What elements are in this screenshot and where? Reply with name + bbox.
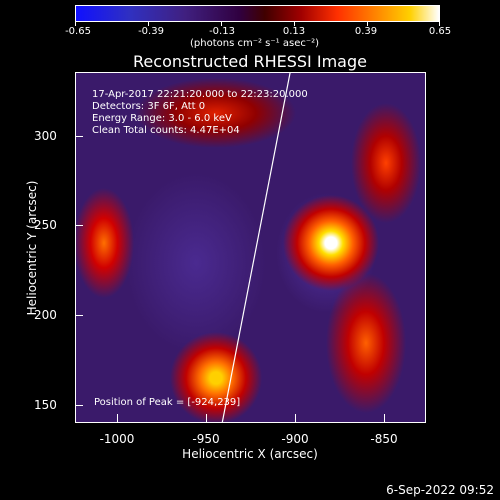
y-tick-label: 250 [34,218,57,232]
x-tick [384,414,385,422]
x-tick-label: -850 [370,432,398,446]
colorbar-tick-mark [294,22,295,26]
x-tick-label: -950 [192,432,220,446]
clean-counts-text: Clean Total counts: 4.47E+04 [92,125,240,136]
colorbar-tick-label: 0.39 [354,26,378,37]
peak-position-text: Position of Peak = [-924,239] [94,397,241,408]
y-tick-label: 300 [34,129,57,143]
colorbar-units: (photons cm⁻² s⁻¹ asec⁻²) [190,38,320,49]
detectors-text: Detectors: 3F 6F, Att 0 [92,101,206,112]
colorbar [75,5,440,22]
rhessi-image: 17-Apr-2017 22:21:20.000 to 22:23:20.000… [75,72,426,423]
y-axis-label: Heliocentric Y (arcsec) [25,180,39,316]
colorbar-tick-mark [75,22,76,26]
limb-line [221,73,291,422]
y-tick [75,405,83,406]
colorbar-tick-mark [221,22,222,26]
colorbar-tick-label: -0.65 [65,26,91,37]
x-axis-label: Heliocentric X (arcsec) [182,447,318,461]
colorbar-tick-mark [148,22,149,26]
y-tick-label: 200 [34,308,57,322]
colorbar-tick-label: -0.13 [209,26,235,37]
y-tick [75,136,83,137]
x-tick-label: -1000 [99,432,135,446]
x-tick [206,414,207,422]
image-title: Reconstructed RHESSI Image [133,52,367,71]
x-tick [295,414,296,422]
energy-range-text: Energy Range: 3.0 - 6.0 keV [92,113,232,124]
y-tick-label: 150 [34,398,57,412]
timestamp: 6-Sep-2022 09:52 [386,483,494,497]
y-tick [75,315,83,316]
x-tick [117,414,118,422]
x-tick-label: -900 [281,432,309,446]
colorbar-tick-label: 0.65 [428,26,452,37]
colorbar-tick-label: -0.39 [138,26,164,37]
y-tick [75,225,83,226]
colorbar-tick-label: 0.13 [282,26,306,37]
colorbar-tick-mark [367,22,368,26]
colorbar-tick-mark [439,22,440,26]
time-range-text: 17-Apr-2017 22:21:20.000 to 22:23:20.000 [92,89,308,100]
